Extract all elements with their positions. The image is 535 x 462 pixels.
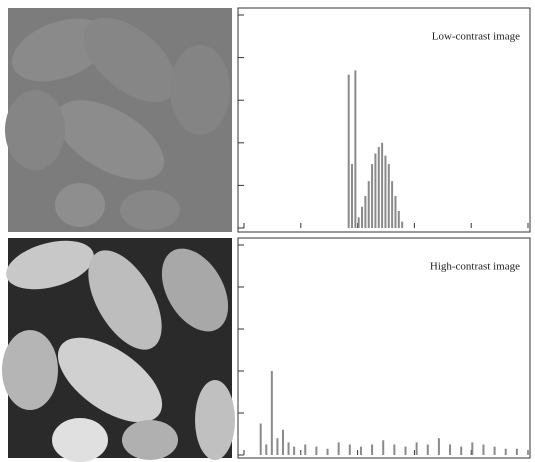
histogram-bar [460, 447, 462, 455]
panel-title: High-contrast image [430, 261, 520, 273]
histogram-bar [494, 447, 496, 455]
histogram-bar [276, 438, 278, 455]
histogram-bar [394, 196, 396, 228]
histogram-bar [348, 75, 350, 228]
histogram-bar [471, 442, 473, 455]
histogram-bar [378, 147, 380, 228]
histogram-bar [371, 164, 373, 228]
histogram-bar [401, 222, 403, 228]
histogram-bar [338, 442, 340, 455]
histogram-bar [371, 445, 373, 456]
histogram-bar [393, 445, 395, 456]
histogram-bar [361, 207, 363, 228]
histogram-bar [265, 445, 267, 456]
histogram-bar [382, 440, 384, 455]
histogram-bar [388, 164, 390, 228]
histogram-bar [282, 430, 284, 455]
histogram-bar [384, 156, 386, 228]
histogram-bar [271, 371, 273, 455]
histogram-bar [427, 445, 429, 456]
histogram-bar [304, 445, 306, 456]
histogram-bar [381, 143, 383, 228]
histogram-bar [327, 449, 329, 455]
histogram-bar [288, 442, 290, 455]
histogram-bar [358, 217, 360, 228]
histogram-bar [404, 447, 406, 455]
histogram-bar [416, 442, 418, 455]
histogram-bar [360, 447, 362, 455]
figure: Low-contrast image High-contrast image [0, 0, 535, 462]
histogram-bar [438, 438, 440, 455]
histogram-bar [505, 449, 507, 455]
histogram-bar [398, 211, 400, 228]
histogram-bar [391, 181, 393, 228]
histogram-bar [516, 449, 518, 455]
histogram-bar [449, 445, 451, 456]
histogram-bar [293, 447, 295, 455]
histogram-bar [364, 196, 366, 228]
histogram-bar [349, 445, 351, 456]
high-contrast-photo [1, 232, 242, 462]
histogram-bar [351, 164, 353, 228]
histogram-bar [315, 447, 317, 455]
low-contrast-photo [3, 2, 232, 232]
histogram-bar [368, 181, 370, 228]
histogram-bar [374, 153, 376, 228]
histogram-bar [260, 424, 262, 456]
histogram-bar [482, 445, 484, 456]
panel-title: Low-contrast image [432, 31, 520, 43]
histogram-bar [354, 70, 356, 228]
